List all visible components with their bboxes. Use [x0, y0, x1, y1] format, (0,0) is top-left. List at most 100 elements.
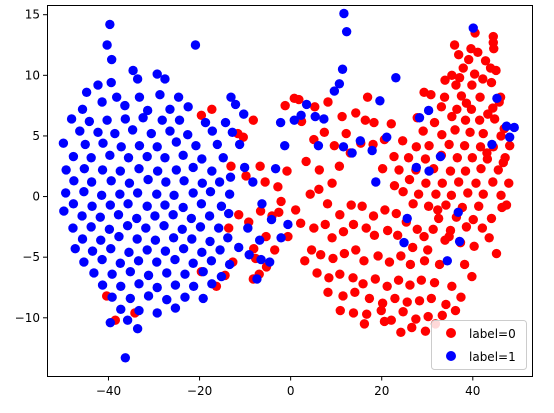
x-tick-label-1: −20: [187, 384, 212, 398]
point-series-0-213: [469, 241, 479, 251]
point-series-1-64: [115, 166, 126, 176]
point-series-1-189: [275, 117, 286, 128]
point-series-1-184: [264, 257, 275, 267]
point-series-0-110: [329, 140, 340, 151]
point-series-0-189: [402, 297, 412, 307]
point-series-0-233: [469, 69, 480, 79]
point-series-1-127: [70, 244, 80, 254]
point-series-0-47: [467, 153, 478, 163]
point-series-1-100: [77, 211, 87, 221]
point-series-1-93: [123, 199, 133, 209]
point-series-1-149: [143, 270, 154, 281]
point-series-0-46: [452, 153, 463, 163]
point-series-1-85: [152, 189, 162, 199]
point-series-0-211: [447, 281, 457, 291]
legend-marker-label-1: [446, 351, 456, 361]
point-series-1-111: [104, 224, 115, 234]
point-series-1-179: [254, 235, 265, 245]
point-series-0-147: [295, 218, 306, 228]
point-series-0-148: [309, 223, 319, 233]
point-series-0-88: [248, 115, 258, 125]
point-series-0-109: [341, 128, 351, 139]
point-series-1-3: [190, 40, 201, 50]
point-series-0-35: [397, 136, 408, 146]
point-series-1-5: [128, 65, 138, 76]
point-series-1-192: [301, 99, 312, 110]
point-series-1-113: [141, 223, 151, 233]
point-series-1-105: [168, 210, 178, 220]
legend-label-0: label=0: [469, 327, 516, 341]
point-series-0-97: [273, 182, 283, 192]
point-series-0-11: [467, 80, 477, 90]
point-series-1-212: [454, 236, 465, 247]
point-series-1-221: [509, 122, 519, 133]
point-series-1-137: [79, 257, 89, 267]
point-series-0-155: [382, 225, 393, 236]
point-series-0-188: [390, 293, 400, 304]
point-series-1-150: [162, 268, 172, 278]
point-series-0-195: [348, 308, 359, 318]
point-series-0-135: [270, 245, 280, 255]
point-series-0-20: [452, 104, 462, 114]
point-series-0-201: [423, 311, 433, 322]
point-series-0-107: [351, 108, 361, 118]
point-series-0-202: [437, 310, 447, 321]
point-series-0-179: [393, 275, 404, 285]
point-series-0-16: [456, 91, 467, 101]
point-series-0-58: [421, 178, 431, 188]
point-series-0-216: [497, 202, 507, 213]
point-series-0-228: [483, 109, 493, 119]
point-series-1-172: [122, 315, 133, 325]
point-series-1-206: [313, 140, 324, 151]
point-series-0-205: [379, 316, 390, 327]
point-series-1-55: [123, 153, 134, 163]
point-series-1-154: [97, 280, 108, 290]
point-series-0-206: [407, 322, 417, 333]
point-series-1-152: [198, 267, 208, 277]
point-series-0-95: [241, 171, 251, 181]
point-series-1-153: [216, 271, 227, 282]
point-series-0-17: [475, 92, 485, 102]
point-series-1-73: [106, 176, 116, 186]
point-series-0-182: [429, 277, 440, 288]
point-series-0-68: [478, 189, 488, 199]
point-series-1-61: [61, 165, 71, 175]
point-series-1-80: [60, 188, 71, 198]
point-series-0-173: [324, 273, 334, 283]
point-series-1-79: [214, 177, 225, 187]
point-series-1-39: [183, 130, 193, 140]
point-series-1-123: [168, 233, 179, 243]
point-series-0-164: [359, 256, 369, 266]
point-series-0-130: [224, 223, 234, 233]
point-series-1-88: [205, 187, 216, 197]
point-series-1-186: [283, 219, 293, 230]
point-series-1-68: [188, 162, 198, 173]
point-series-1-120: [114, 231, 124, 242]
point-series-0-129: [234, 210, 244, 220]
point-series-1-130: [124, 247, 134, 258]
point-series-1-50: [212, 139, 223, 150]
point-series-1-117: [213, 223, 224, 233]
point-series-1-201: [371, 177, 381, 187]
point-series-0-212: [459, 259, 470, 270]
point-series-1-28: [138, 113, 148, 123]
point-series-1-162: [125, 293, 136, 304]
point-series-1-164: [162, 294, 172, 305]
point-series-0-19: [436, 102, 447, 112]
point-series-0-25: [447, 111, 457, 122]
point-series-1-210: [399, 237, 409, 248]
point-series-0-221: [504, 140, 515, 151]
point-series-1-218: [492, 93, 502, 104]
x-tick-label-0: −40: [96, 384, 121, 398]
point-series-1-12: [134, 92, 145, 102]
point-series-1-157: [152, 282, 162, 293]
point-series-0-176: [358, 279, 368, 289]
point-series-1-183: [252, 274, 262, 284]
point-series-0-27: [474, 115, 485, 125]
point-series-0-217: [484, 233, 494, 243]
point-series-1-122: [150, 235, 161, 245]
point-series-0-64: [413, 189, 424, 199]
point-series-0-100: [314, 165, 325, 175]
point-series-1-96: [178, 202, 188, 213]
point-series-0-55: [476, 163, 486, 174]
